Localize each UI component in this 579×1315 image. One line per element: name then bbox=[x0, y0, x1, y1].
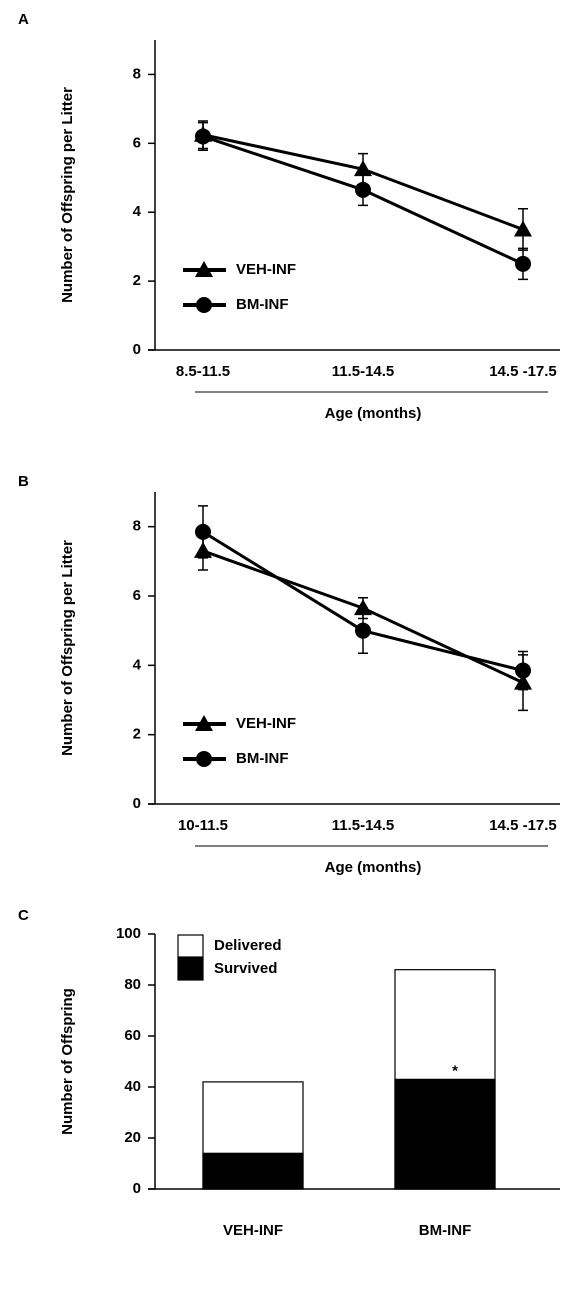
y-tick-label: 6 bbox=[133, 587, 141, 604]
y-tick-label: 60 bbox=[124, 1027, 141, 1044]
y-tick-label: 20 bbox=[124, 1129, 141, 1146]
y-tick-label: 80 bbox=[124, 976, 141, 993]
y-axis-title: Number of Offspring bbox=[59, 988, 76, 1135]
y-tick-label: 4 bbox=[133, 656, 142, 673]
legend-label: VEH-INF bbox=[236, 715, 296, 732]
y-tick-label: 2 bbox=[133, 726, 141, 743]
legend-marker bbox=[196, 297, 212, 313]
y-axis-title: Number of Offspring per Litter bbox=[59, 87, 76, 303]
data-point bbox=[515, 255, 531, 272]
legend-marker bbox=[196, 751, 212, 767]
y-tick-label: 100 bbox=[116, 925, 141, 942]
x-tick-label: 11.5-14.5 bbox=[332, 817, 395, 834]
data-point bbox=[354, 160, 372, 177]
y-tick-label: 8 bbox=[133, 518, 141, 535]
panel-letter: C bbox=[18, 907, 29, 924]
x-tick-label: 14.5 -17.5 bbox=[489, 363, 557, 380]
y-tick-label: 40 bbox=[124, 1078, 141, 1095]
bar bbox=[202, 1152, 304, 1190]
legend-swatch bbox=[177, 934, 204, 958]
data-point bbox=[355, 181, 371, 198]
legend-marker bbox=[195, 715, 213, 731]
legend-label: VEH-INF bbox=[236, 261, 296, 278]
legend-swatch bbox=[177, 957, 204, 981]
y-tick-label: 6 bbox=[133, 134, 141, 151]
x-tick-label: 14.5 -17.5 bbox=[489, 817, 557, 834]
x-tick-label: VEH-INF bbox=[223, 1222, 283, 1239]
y-tick-label: 0 bbox=[133, 795, 141, 812]
bar bbox=[394, 1078, 496, 1190]
data-point bbox=[515, 662, 531, 679]
annotation: * bbox=[452, 1062, 458, 1079]
x-tick-label: 8.5-11.5 bbox=[176, 363, 230, 380]
legend-label: Survived bbox=[214, 960, 277, 977]
y-tick-label: 8 bbox=[133, 65, 141, 82]
y-axis-title: Number of Offspring per Litter bbox=[59, 540, 76, 756]
y-tick-label: 0 bbox=[133, 1180, 141, 1197]
x-tick-label: 10-11.5 bbox=[178, 817, 228, 834]
x-tick-label: 11.5-14.5 bbox=[332, 363, 395, 380]
panel-letter: B bbox=[18, 473, 29, 490]
legend-marker bbox=[195, 261, 213, 277]
x-axis-title: Age (months) bbox=[325, 859, 422, 876]
data-point bbox=[195, 523, 211, 540]
panel-letter: A bbox=[18, 11, 29, 28]
data-point bbox=[195, 128, 211, 145]
x-axis-title: Age (months) bbox=[325, 405, 422, 422]
data-point bbox=[355, 622, 371, 639]
legend-label: Delivered bbox=[214, 937, 282, 954]
y-tick-label: 2 bbox=[133, 272, 141, 289]
data-point bbox=[514, 220, 532, 237]
data-point bbox=[354, 599, 372, 616]
legend-label: BM-INF bbox=[236, 750, 289, 767]
legend-label: BM-INF bbox=[236, 296, 289, 313]
y-tick-label: 4 bbox=[133, 203, 142, 220]
y-tick-label: 0 bbox=[133, 341, 141, 358]
x-tick-label: BM-INF bbox=[419, 1222, 472, 1239]
